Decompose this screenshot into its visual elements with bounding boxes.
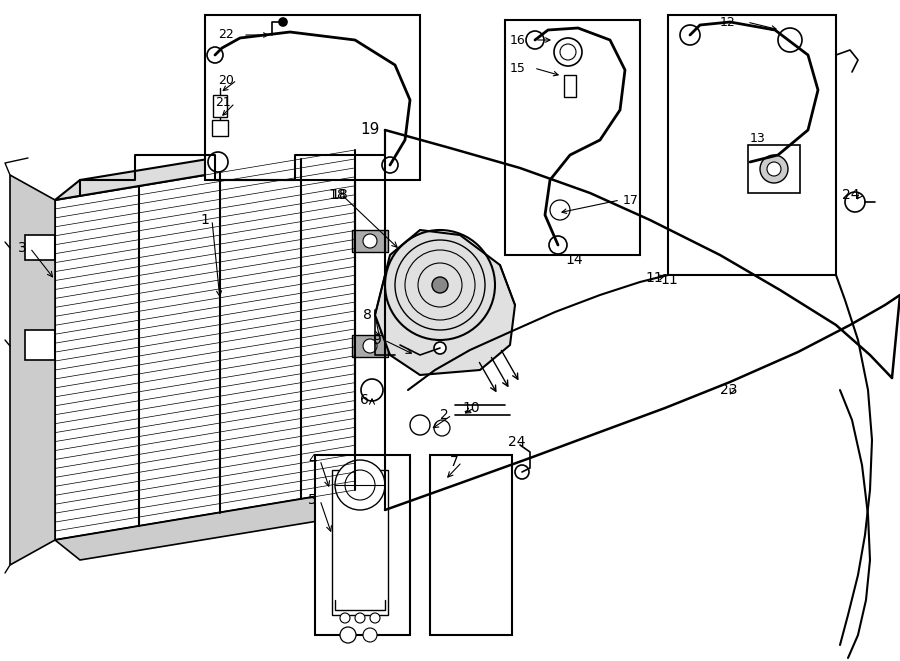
Text: 4: 4 xyxy=(308,453,317,467)
Circle shape xyxy=(340,613,350,623)
Polygon shape xyxy=(352,480,388,502)
Text: 18: 18 xyxy=(328,188,346,202)
Circle shape xyxy=(432,277,448,293)
Polygon shape xyxy=(55,490,385,560)
Polygon shape xyxy=(10,175,55,565)
Text: 16: 16 xyxy=(510,34,526,46)
Circle shape xyxy=(363,339,377,353)
Bar xyxy=(564,75,576,97)
Text: 19: 19 xyxy=(360,122,380,137)
Text: 7: 7 xyxy=(450,455,459,469)
Bar xyxy=(213,95,227,117)
Circle shape xyxy=(680,25,700,45)
Text: 17: 17 xyxy=(623,194,639,206)
Circle shape xyxy=(549,236,567,254)
Circle shape xyxy=(778,28,802,52)
Text: 14: 14 xyxy=(565,253,582,267)
Circle shape xyxy=(370,613,380,623)
Text: 5: 5 xyxy=(308,493,317,507)
Text: 21: 21 xyxy=(215,97,230,110)
Text: 23: 23 xyxy=(720,383,737,397)
Polygon shape xyxy=(352,335,388,357)
Circle shape xyxy=(279,18,287,26)
Bar xyxy=(212,120,228,136)
Text: 24: 24 xyxy=(508,435,526,449)
Circle shape xyxy=(760,155,788,183)
Text: 24: 24 xyxy=(842,188,860,202)
Text: 10: 10 xyxy=(462,401,480,415)
Text: 3: 3 xyxy=(18,241,27,255)
Circle shape xyxy=(345,470,375,500)
Text: 13: 13 xyxy=(750,132,766,145)
Circle shape xyxy=(382,157,398,173)
Circle shape xyxy=(340,627,356,643)
Text: 20: 20 xyxy=(218,73,234,87)
Circle shape xyxy=(361,379,383,401)
Circle shape xyxy=(363,484,377,498)
Circle shape xyxy=(335,460,385,510)
Circle shape xyxy=(550,200,570,220)
Bar xyxy=(332,470,388,615)
Circle shape xyxy=(434,420,450,436)
Text: 12: 12 xyxy=(720,15,736,28)
Text: 11: 11 xyxy=(645,271,662,285)
Bar xyxy=(505,20,640,255)
Circle shape xyxy=(208,152,228,172)
Text: 15: 15 xyxy=(510,61,526,75)
Bar xyxy=(748,145,800,193)
Polygon shape xyxy=(375,230,515,375)
Text: 8: 8 xyxy=(363,308,372,322)
Bar xyxy=(205,15,420,180)
Circle shape xyxy=(767,162,781,176)
Text: 22: 22 xyxy=(218,28,234,42)
Bar xyxy=(315,455,410,635)
Text: 18: 18 xyxy=(330,188,347,202)
Text: 11: 11 xyxy=(660,273,678,287)
Bar xyxy=(668,15,836,275)
Circle shape xyxy=(355,613,365,623)
Text: 1: 1 xyxy=(200,213,209,227)
Bar xyxy=(430,455,512,635)
Text: 2: 2 xyxy=(440,408,449,422)
Circle shape xyxy=(363,628,377,642)
Polygon shape xyxy=(55,130,385,200)
Circle shape xyxy=(434,342,446,354)
Text: 6: 6 xyxy=(360,393,369,407)
Circle shape xyxy=(560,44,576,60)
Circle shape xyxy=(410,415,430,435)
Polygon shape xyxy=(352,230,388,252)
Circle shape xyxy=(845,192,865,212)
Circle shape xyxy=(526,31,544,49)
Text: 9: 9 xyxy=(372,333,381,347)
Circle shape xyxy=(207,47,223,63)
Circle shape xyxy=(554,38,582,66)
Circle shape xyxy=(363,234,377,248)
Polygon shape xyxy=(55,150,355,540)
Circle shape xyxy=(515,465,529,479)
